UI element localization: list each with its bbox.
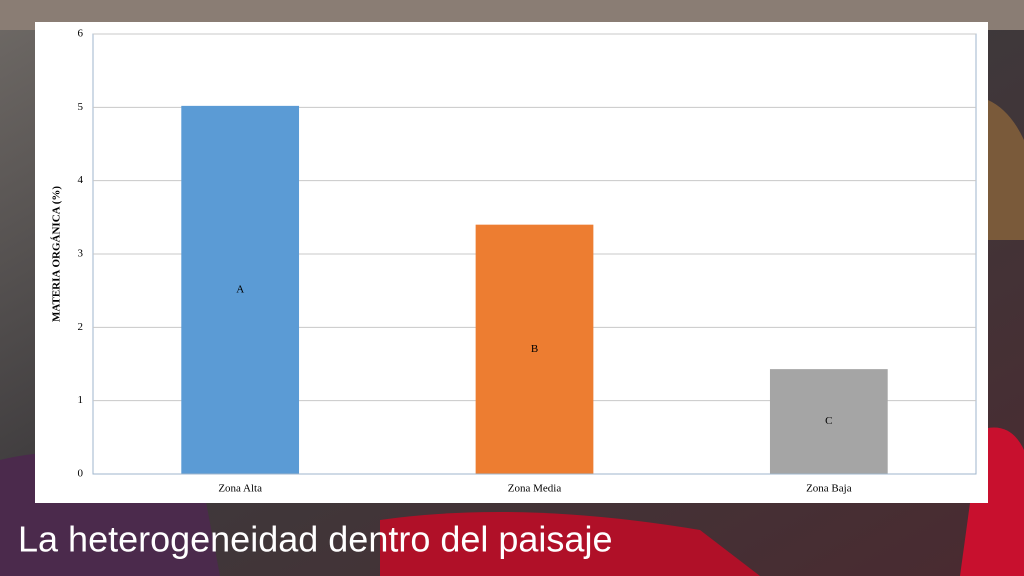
x-tick-label: Zona Alta [218, 483, 262, 495]
background-hat [988, 100, 1024, 240]
bar-annotation: A [236, 283, 244, 295]
y-tick-label: 6 [78, 28, 84, 40]
bar [475, 224, 594, 474]
bar-annotation: B [531, 343, 538, 355]
y-tick-label: 4 [78, 174, 84, 186]
slide-title: La heterogeneidad dentro del paisaje [18, 519, 612, 560]
bar [181, 105, 300, 474]
y-tick-label: 5 [78, 101, 84, 113]
bar-annotation: C [825, 415, 832, 427]
x-tick-label: Zona Media [508, 483, 562, 495]
x-tick-label: Zona Baja [806, 483, 852, 495]
bar [769, 369, 888, 474]
y-tick-label: 0 [78, 468, 84, 480]
y-tick-label: 2 [78, 321, 84, 333]
background-red [380, 512, 760, 576]
y-tick-label: 1 [78, 394, 84, 406]
y-tick-label: 3 [78, 248, 84, 260]
y-axis-label: MATERIA ORGÁNICA (%) [51, 186, 63, 322]
chart: 0 1 2 3 4 5 6 MATERIA ORGÁNICA (%) A Zona Alta B Zo… [51, 28, 976, 495]
